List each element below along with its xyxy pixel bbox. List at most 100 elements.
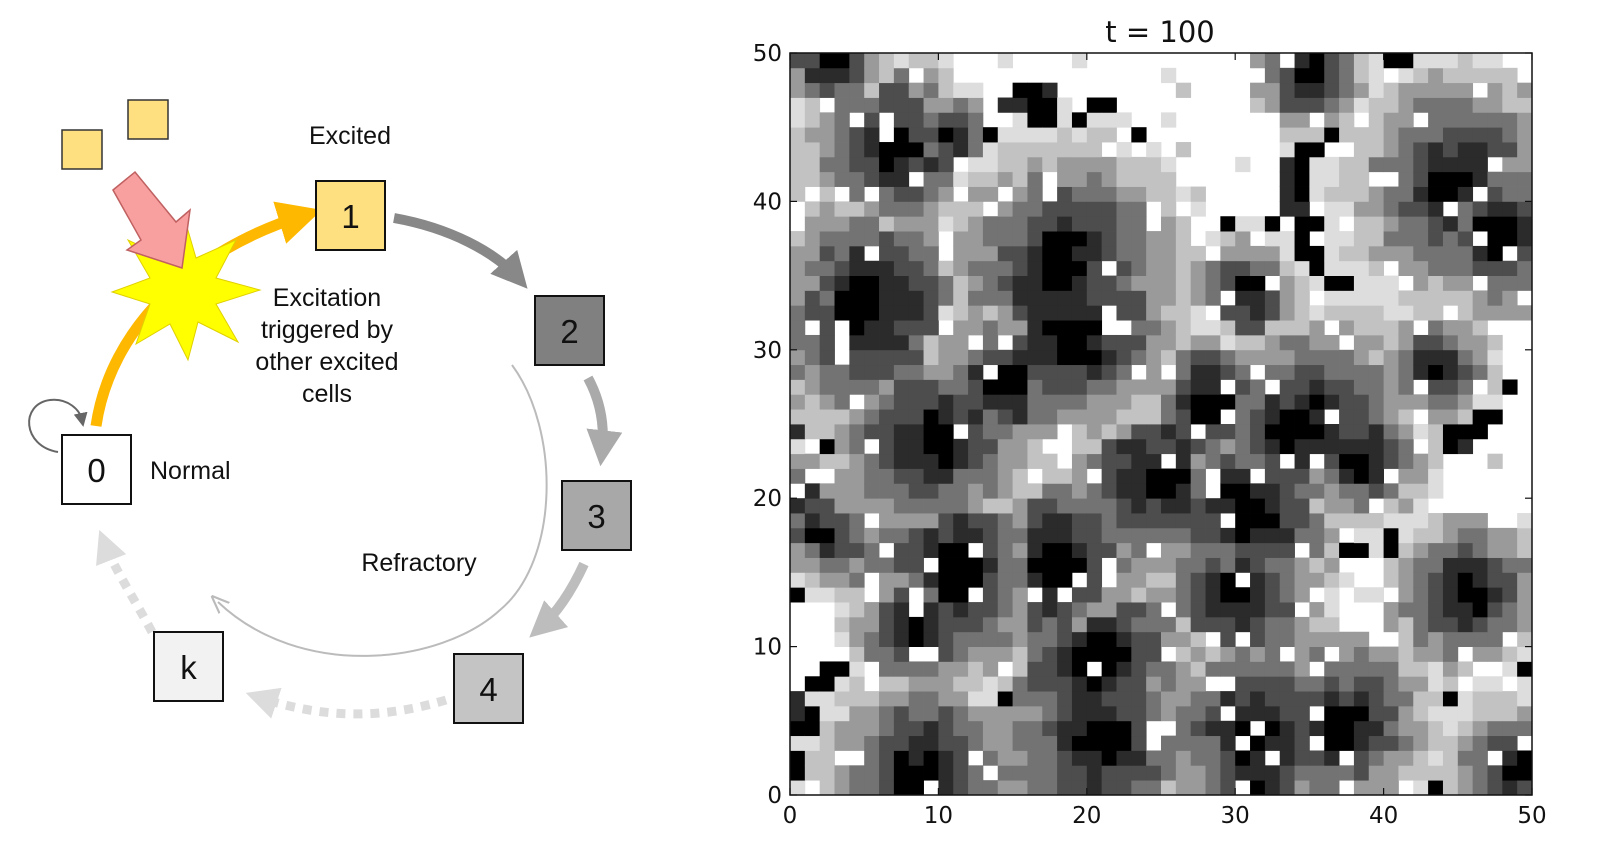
heatmap-cell (1264, 557, 1281, 573)
heatmap-cell (1071, 498, 1088, 514)
heatmap-cell (1116, 201, 1132, 217)
heatmap-cell (819, 379, 835, 395)
heatmap-cell (1368, 468, 1384, 484)
heatmap-cell (1027, 290, 1043, 306)
heatmap-cell (1071, 142, 1088, 158)
heatmap-cell (1131, 616, 1147, 633)
heatmap-cell (1086, 765, 1103, 781)
heatmap-cell (1086, 483, 1103, 499)
heatmap-cell (1071, 646, 1088, 662)
heatmap-cell (893, 542, 910, 558)
heatmap-cell (1250, 379, 1266, 395)
heatmap-cell (804, 542, 821, 558)
heatmap-cell (1428, 616, 1444, 633)
heatmap-cell (1071, 334, 1088, 351)
heatmap-cell (1309, 127, 1325, 143)
heatmap-cell (1294, 290, 1310, 306)
heatmap-cell (1057, 676, 1073, 692)
heatmap-cell (953, 527, 969, 544)
heatmap-cell (1398, 364, 1414, 380)
heatmap-cell (953, 409, 969, 425)
x-tick-label: 40 (1369, 803, 1398, 829)
heatmap-cell (1264, 513, 1281, 529)
heatmap-cell (1472, 513, 1488, 529)
heatmap-cell (879, 216, 895, 232)
heatmap-cell (1042, 587, 1058, 603)
heatmap-cell (1324, 82, 1340, 98)
heatmap-cell (923, 631, 939, 647)
heatmap-cell (1398, 379, 1414, 395)
heatmap-cell (1517, 765, 1533, 781)
heatmap-cell (1294, 379, 1310, 395)
heatmap-cell (893, 231, 910, 247)
heatmap-cell (1502, 171, 1518, 187)
heatmap-cell (1413, 142, 1429, 158)
heatmap-cell (864, 780, 880, 796)
heatmap-cell (1517, 705, 1533, 722)
heatmap-cell (1368, 97, 1384, 113)
heatmap-cell (1279, 527, 1295, 544)
heatmap-cell (1472, 334, 1488, 351)
heatmap-cell (1235, 646, 1251, 662)
heatmap-cell (1383, 542, 1399, 558)
heatmap-cell (864, 334, 880, 351)
heatmap-cell (1235, 216, 1251, 232)
heatmap-cell (1057, 542, 1073, 558)
heatmap-cell (1071, 394, 1088, 410)
heatmap-cell (1220, 468, 1236, 484)
heatmap-cell (1517, 156, 1533, 173)
heatmap-cell (1442, 364, 1459, 380)
heatmap-cell (1146, 290, 1162, 306)
heatmap-cell (1398, 587, 1414, 603)
heatmap-cell (1324, 676, 1340, 692)
heatmap-cell (1190, 201, 1206, 217)
heatmap-cell (1116, 602, 1132, 618)
heatmap-cell (923, 186, 939, 202)
heatmap-cell (1250, 245, 1266, 262)
heatmap-cell (1309, 379, 1325, 395)
heatmap-cell (953, 216, 969, 232)
heatmap-cell (1175, 231, 1192, 247)
heatmap-cell (1027, 142, 1043, 158)
heatmap-cell (864, 527, 880, 544)
heatmap-cell (1353, 201, 1370, 217)
heatmap-cell (1487, 245, 1503, 262)
heatmap-cell (893, 646, 910, 662)
heatmap-cell (1205, 379, 1221, 395)
heatmap-cell (923, 735, 939, 751)
heatmap-cell (1042, 82, 1058, 98)
heatmap-cell (1131, 127, 1147, 143)
heatmap-cell (804, 142, 821, 158)
heatmap-cell (1383, 720, 1399, 737)
heatmap-cell (1042, 320, 1058, 336)
heatmap-cell (1442, 661, 1459, 677)
heatmap-cell (834, 245, 850, 262)
heatmap-cell (1190, 765, 1206, 781)
heatmap-cell (849, 720, 865, 737)
heatmap-cell (1428, 735, 1444, 751)
heatmap-cell (1442, 275, 1459, 291)
heatmap-cell (1175, 780, 1192, 796)
heatmap-cell (1205, 616, 1221, 633)
heatmap-cell (953, 82, 969, 98)
heatmap-cell (908, 735, 924, 751)
heatmap-cell (1353, 750, 1370, 766)
heatmap-cell (1071, 676, 1088, 692)
heatmap-cell (1116, 780, 1132, 796)
heatmap-cell (923, 572, 939, 588)
heatmap-cell (1264, 453, 1281, 469)
heatmap-cell (997, 676, 1013, 692)
heatmap-cell (849, 275, 865, 291)
heatmap-cell (1116, 231, 1132, 247)
heatmap-cell (804, 587, 821, 603)
heatmap-cell (982, 735, 999, 751)
heatmap-cell (1012, 780, 1028, 796)
heatmap-cell (1086, 513, 1103, 529)
heatmap-cell (968, 127, 984, 143)
heatmap-cell (1161, 676, 1177, 692)
heatmap-cell (834, 705, 850, 722)
heatmap-cell (1146, 231, 1162, 247)
heatmap-cell (968, 631, 984, 647)
heatmap-cell (1442, 231, 1459, 247)
heatmap-cell (1190, 364, 1206, 380)
